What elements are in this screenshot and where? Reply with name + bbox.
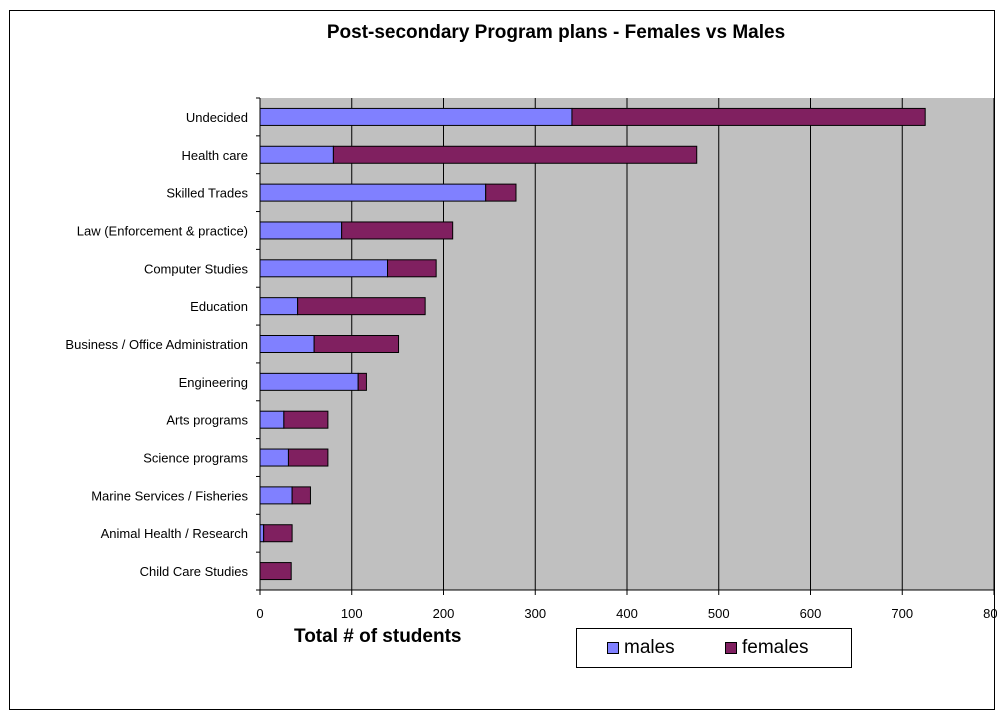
bar-males — [260, 222, 342, 239]
bar-females — [388, 260, 437, 277]
category-label: Computer Studies — [144, 261, 249, 276]
bar-males — [260, 525, 264, 542]
x-tick-label: 100 — [341, 606, 363, 621]
legend-label-females: females — [742, 637, 809, 659]
bar-males — [260, 411, 284, 428]
x-tick-label: 700 — [891, 606, 913, 621]
bar-males — [260, 373, 358, 390]
bar-females — [314, 336, 398, 353]
x-tick-label: 600 — [800, 606, 822, 621]
x-tick-label: 500 — [708, 606, 730, 621]
bar-females — [572, 108, 925, 125]
category-label: Law (Enforcement & practice) — [77, 223, 248, 238]
bar-females — [288, 449, 327, 466]
legend-label-males: males — [624, 637, 675, 659]
category-label: Education — [190, 299, 248, 314]
category-label: Skilled Trades — [166, 186, 248, 201]
bar-males — [260, 487, 292, 504]
bar-females — [333, 146, 696, 163]
category-label: Health care — [182, 148, 248, 163]
legend: males females — [576, 628, 852, 668]
bar-males — [260, 108, 572, 125]
x-tick-label: 300 — [524, 606, 546, 621]
bar-females — [264, 525, 292, 542]
category-label: Science programs — [143, 451, 248, 466]
category-label: Child Care Studies — [140, 564, 249, 579]
category-label: Animal Health / Research — [101, 526, 248, 541]
bar-females — [486, 184, 516, 201]
category-label: Business / Office Administration — [65, 337, 248, 352]
bar-females — [292, 487, 310, 504]
bar-males — [260, 449, 288, 466]
bar-males — [260, 260, 388, 277]
bar-males — [260, 336, 314, 353]
bar-females — [260, 563, 291, 580]
x-tick-label: 400 — [616, 606, 638, 621]
bar-females — [298, 298, 426, 315]
bar-males — [260, 184, 486, 201]
category-label: Engineering — [179, 375, 248, 390]
bar-males — [260, 146, 333, 163]
bar-males — [260, 298, 298, 315]
category-label: Undecided — [186, 110, 248, 125]
bar-females — [284, 411, 328, 428]
x-tick-label: 0 — [256, 606, 263, 621]
category-label: Marine Services / Fisheries — [91, 488, 248, 503]
legend-swatch-males — [607, 642, 619, 654]
x-axis-title: Total # of students — [294, 626, 461, 648]
bar-females — [342, 222, 453, 239]
category-label: Arts programs — [166, 413, 248, 428]
x-tick-label: 200 — [433, 606, 455, 621]
x-tick-label: 800 — [983, 606, 997, 621]
category-labels: Undecided Health care Skilled Trades Law (E… — [65, 110, 248, 579]
legend-swatch-females — [725, 642, 737, 654]
bar-females — [358, 373, 366, 390]
x-tick-labels: 0 100 200 300 400 500 600 700 800 — [256, 606, 997, 621]
